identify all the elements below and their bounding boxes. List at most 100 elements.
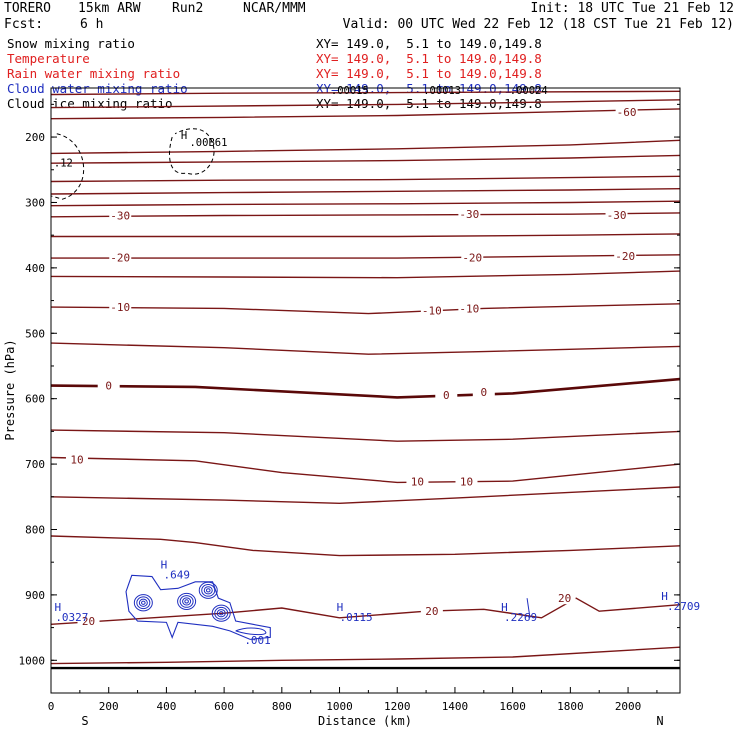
cloud-water-label: H: [501, 601, 508, 614]
isotherm-label-bg: [455, 475, 478, 488]
isotherm-label: -30: [110, 210, 130, 223]
isotherm-label-bg: [615, 106, 638, 119]
header-model: TORERO: [4, 1, 51, 16]
isotherm-line: [50, 99, 681, 109]
isotherm-line: [50, 535, 681, 557]
isotherm-label-bg: [461, 251, 484, 264]
legend-field: Temperature: [7, 51, 90, 66]
isotherm-line: [51, 254, 681, 259]
cloud-water-max-ring: [136, 596, 151, 610]
isotherm-line: [50, 646, 681, 665]
isotherm-line: [50, 303, 681, 315]
isotherm-label-bg: [65, 453, 88, 466]
y-tick-label: 700: [25, 458, 45, 471]
legend-xy: XY= 149.0, 5.1 to 149.0,149.8: [316, 36, 542, 51]
snow-label: H: [181, 130, 187, 142]
cloud-water-max-ring: [203, 586, 213, 595]
snow-label: .00B61: [189, 137, 227, 149]
cloud-water-max-ring: [138, 598, 148, 607]
cloud-water-max-ring: [218, 611, 224, 616]
isotherm-label: -20: [462, 251, 482, 264]
snow-label: .12: [54, 157, 73, 169]
cloud-water-max-ring: [214, 606, 229, 620]
endpoint-right-label: N: [656, 714, 663, 728]
x-tick-label: 2000: [615, 700, 642, 713]
snow-contour: [50, 133, 85, 200]
cloud-water-max-ring: [201, 583, 216, 597]
y-axis-label: Pressure (hPa): [3, 339, 17, 440]
isotherm-label: -20: [110, 251, 130, 264]
cloud-water-max-ring: [216, 609, 226, 618]
isotherm-label: -10: [110, 301, 130, 314]
cloud-water-label: .001: [244, 634, 271, 647]
header-fcst-label: Fcst:: [4, 17, 44, 32]
y-tick-label: 600: [25, 393, 45, 406]
isotherm-label: 0: [443, 389, 450, 402]
header-init: Init: 18 UTC Tue 21 Feb 12: [530, 1, 735, 16]
isotherm-line: [50, 188, 681, 195]
cloud-water-max-ring: [133, 594, 153, 612]
cloud-water-label: .2709: [667, 600, 700, 613]
isotherm-line: [50, 200, 681, 207]
header-run: Run2: [172, 1, 204, 16]
isotherm-line: [50, 90, 681, 96]
isotherm-label-bg: [553, 592, 576, 605]
x-tick-label: 1600: [499, 700, 526, 713]
isotherm-line: [50, 342, 681, 355]
isotherm-label: -10: [422, 304, 442, 317]
cloud-water-label: .0327: [55, 611, 88, 624]
legend-field: Snow mixing ratio: [7, 36, 135, 51]
isotherm-label: 20: [425, 605, 438, 618]
x-tick-label: 600: [214, 700, 234, 713]
cloud-water-max-ring: [177, 592, 197, 611]
isotherm-label-bg: [420, 304, 443, 317]
cloud-water-label: H: [337, 601, 344, 614]
isotherm-label-bg: [420, 605, 443, 618]
cloud-water-label: H: [161, 559, 168, 572]
cloud-water-label: .0115: [340, 611, 373, 624]
cloud-water-label: .2269: [504, 611, 537, 624]
isotherm-label: 20: [558, 592, 571, 605]
cloud-water-max-ring: [205, 588, 211, 593]
isotherm-label: 10: [460, 476, 473, 489]
x-tick-label: 400: [156, 700, 176, 713]
header-resolution: 15km ARW: [78, 1, 141, 16]
isotherm-label: 0: [105, 380, 112, 393]
x-tick-label: 800: [272, 700, 292, 713]
isotherm-line: [50, 139, 681, 155]
isotherm-line: [50, 377, 681, 399]
plot-frame: [50, 87, 681, 694]
y-tick-label: 200: [25, 131, 45, 144]
isotherm-label-bg: [97, 379, 120, 392]
isotherm-label-bg: [109, 251, 132, 264]
isotherm-label-bg: [605, 208, 628, 221]
isotherm-label: 10: [411, 476, 424, 489]
isotherm-label: 10: [70, 454, 83, 467]
legend-xy: XY= 149.0, 5.1 to 149.0,149.8: [316, 51, 542, 66]
x-tick-label: 200: [99, 700, 119, 713]
isotherm-line: [50, 154, 681, 164]
x-tick-label: 1800: [557, 700, 584, 713]
cloud-water-label: H: [54, 601, 61, 614]
isotherm-line: [51, 233, 681, 238]
isotherm-label: -20: [615, 250, 635, 263]
cloud-water-max-ring: [182, 597, 192, 606]
isotherm-label-bg: [458, 302, 481, 315]
cloud-water-max-ring: [198, 581, 218, 599]
isotherm-line: [50, 270, 681, 279]
cloud-water-max-ring: [179, 595, 194, 608]
y-tick-label: 900: [25, 589, 45, 602]
isotherm-label: -60: [617, 106, 637, 119]
isotherm-label-bg: [435, 388, 458, 401]
isotherm-label-bg: [458, 208, 481, 221]
header-fcst-value: 6 h: [80, 17, 104, 32]
isotherm-label-bg: [472, 386, 495, 399]
x-tick-label: 0: [48, 700, 55, 713]
isotherm-label-bg: [614, 250, 637, 263]
isotherm-label-bg: [406, 475, 429, 488]
header-org: NCAR/MMM: [243, 1, 306, 16]
snow-label: .00024: [510, 85, 548, 97]
cloud-water-label: .649: [164, 569, 191, 582]
isotherm-label-bg: [109, 301, 132, 314]
